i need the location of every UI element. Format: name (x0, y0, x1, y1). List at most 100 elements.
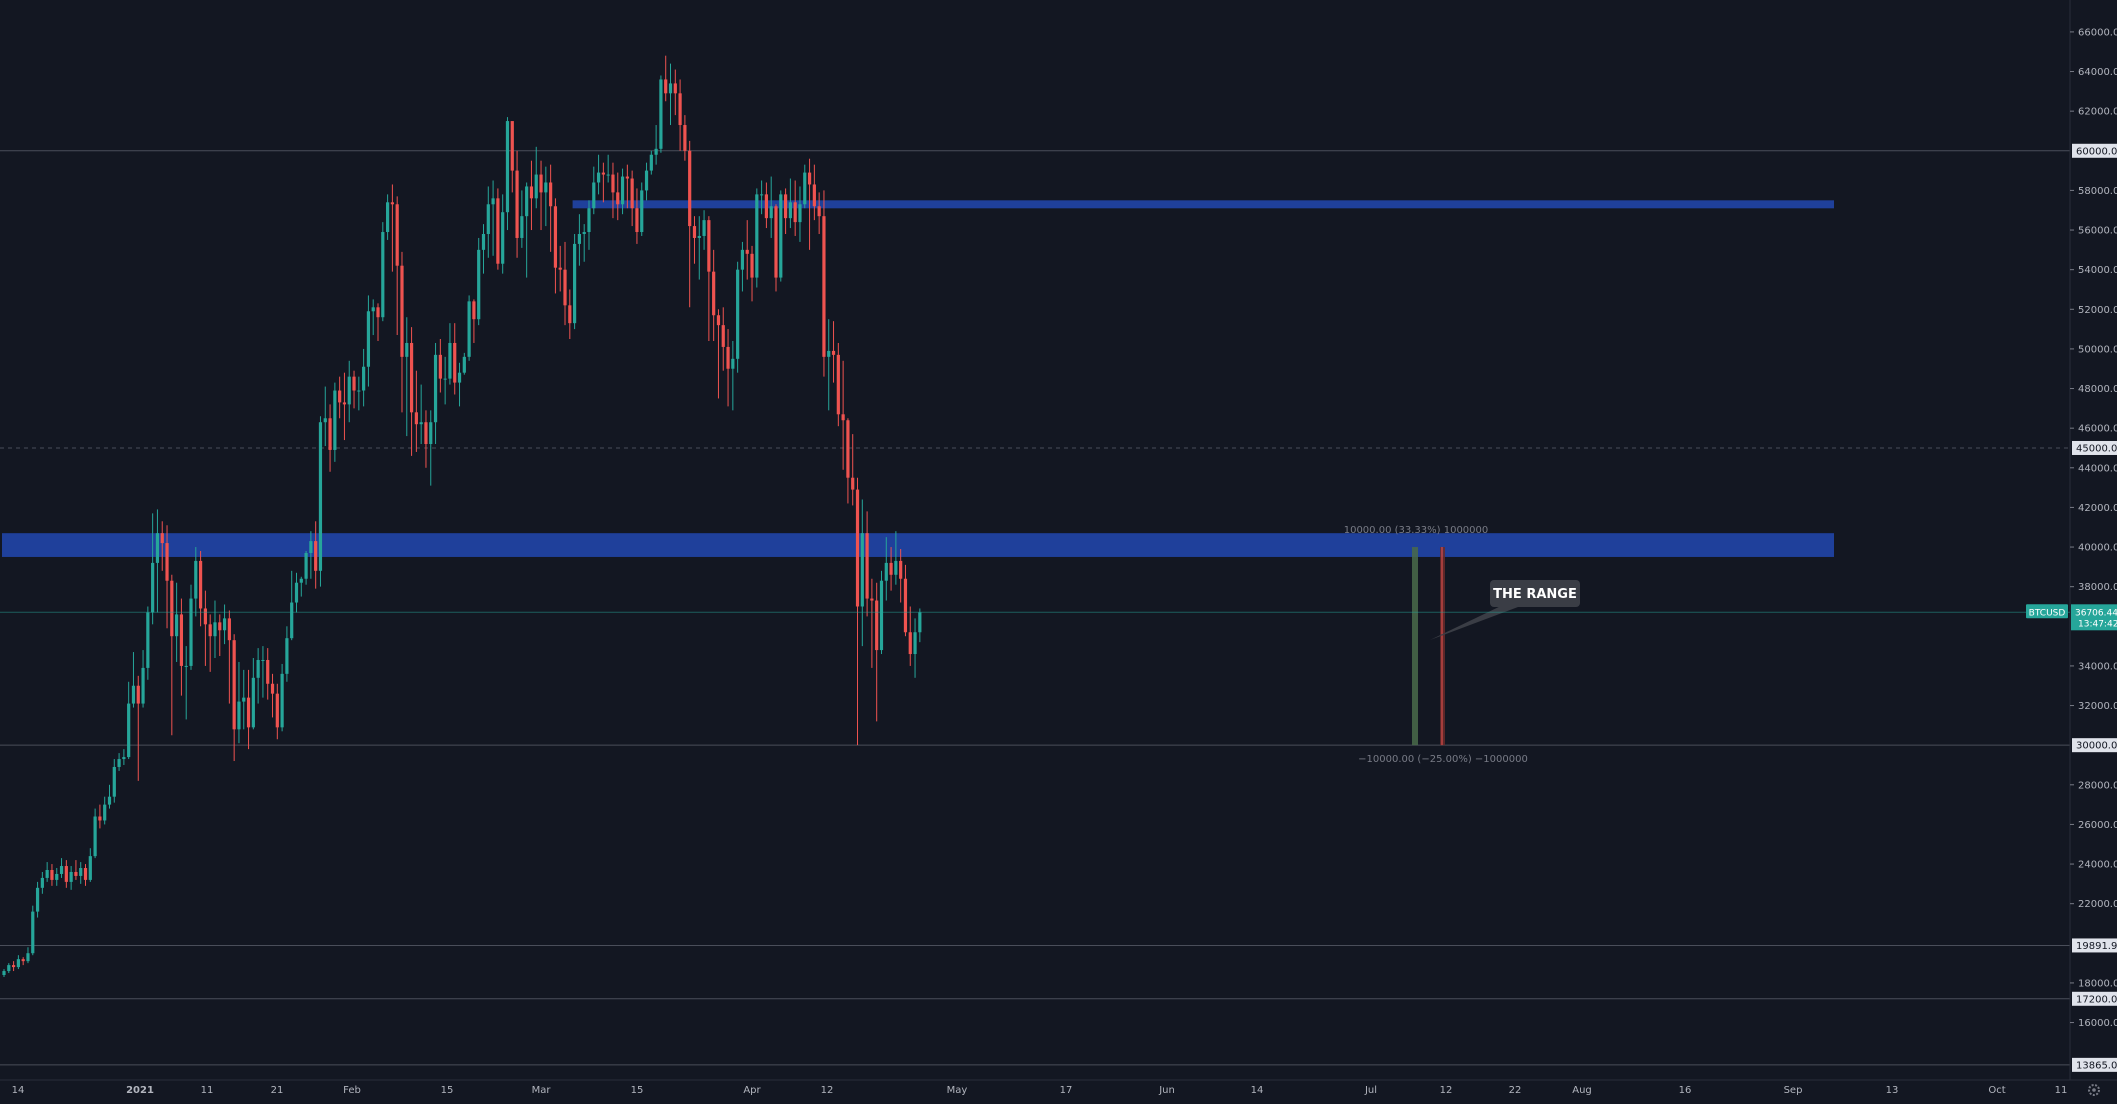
range-measure-tool[interactable]: 10000.00 (33.33%) 1000000 −10000.00 (−25… (1344, 525, 1528, 765)
candle-body[interactable] (692, 226, 697, 238)
candle-body[interactable] (697, 235, 701, 238)
candle-body[interactable] (683, 125, 687, 151)
candle-body[interactable] (405, 342, 409, 357)
candle-body[interactable] (625, 176, 629, 179)
candle-body[interactable] (817, 206, 821, 217)
candle-body[interactable] (827, 350, 831, 357)
candle-body[interactable] (630, 178, 634, 209)
candle-body[interactable] (285, 638, 289, 674)
candle-body[interactable] (347, 376, 351, 405)
time-axis[interactable]: 14 2021 11 21 Feb 15 Mar 15 Apr 12 May 17 Jun 14 Jul 12… (0, 1079, 2117, 1100)
range-callout[interactable]: THE RANGE (1430, 580, 1580, 640)
candle-body[interactable] (352, 376, 356, 391)
candle-body[interactable] (7, 965, 11, 972)
candle-body[interactable] (429, 422, 433, 445)
candle-body[interactable] (664, 79, 668, 94)
candle-body[interactable] (184, 665, 188, 667)
candle-body[interactable] (635, 208, 639, 233)
candle-body[interactable] (529, 186, 534, 199)
candle-body[interactable] (764, 194, 769, 219)
candle-body[interactable] (620, 176, 625, 205)
candle-body[interactable] (357, 390, 361, 392)
candle-body[interactable] (107, 796, 112, 805)
candle-body[interactable] (275, 693, 279, 728)
candle-body[interactable] (855, 489, 860, 607)
candle-body[interactable] (640, 190, 644, 233)
candle-body[interactable] (769, 206, 773, 219)
candle-body[interactable] (203, 608, 207, 625)
candle-body[interactable] (136, 685, 140, 704)
candle-body[interactable] (390, 202, 394, 205)
candle-body[interactable] (740, 249, 745, 270)
candle-body[interactable] (280, 673, 284, 728)
candle-body[interactable] (376, 307, 380, 318)
candle-body[interactable] (721, 325, 725, 347)
candle-body[interactable] (798, 204, 802, 223)
candle-body[interactable] (448, 342, 452, 379)
candle-body[interactable] (894, 560, 898, 575)
candle-body[interactable] (760, 194, 764, 196)
candle-body[interactable] (668, 83, 673, 94)
candle-body[interactable] (103, 804, 107, 821)
candle-body[interactable] (40, 877, 44, 888)
candle-body[interactable] (328, 418, 332, 450)
candle-body[interactable] (69, 871, 73, 882)
candle-body[interactable] (841, 414, 845, 421)
candle-body[interactable] (884, 562, 888, 581)
candle-body[interactable] (256, 659, 260, 678)
candle-body[interactable] (98, 816, 102, 821)
candle-body[interactable] (486, 204, 490, 234)
candle-body[interactable] (501, 212, 505, 264)
price-axis[interactable]: 66000.00 64000.00 62000.00 58000.00 56000.00… (2069, 0, 2117, 1100)
candle-body[interactable] (851, 477, 855, 490)
candle-body[interactable] (688, 150, 692, 227)
candle-body[interactable] (803, 172, 807, 205)
candle-body[interactable] (750, 253, 754, 278)
candle-body[interactable] (55, 873, 59, 880)
candle-body[interactable] (222, 618, 227, 631)
candle-body[interactable] (736, 269, 740, 359)
candle-body[interactable] (899, 560, 903, 579)
candle-body[interactable] (170, 580, 174, 637)
candle-body[interactable] (558, 267, 562, 270)
candle-body[interactable] (242, 697, 246, 702)
candle-body[interactable] (702, 220, 706, 236)
candle-body[interactable] (774, 206, 778, 278)
candle-body[interactable] (21, 959, 25, 962)
candle-body[interactable] (491, 198, 495, 205)
candle-body[interactable] (112, 766, 116, 797)
candle-body[interactable] (31, 911, 35, 954)
candle-body[interactable] (481, 234, 486, 250)
candle-body[interactable] (596, 172, 601, 183)
candle-body[interactable] (549, 182, 553, 207)
candle-body[interactable] (822, 216, 826, 357)
candles-layer[interactable] (2, 55, 922, 977)
candle-body[interactable] (294, 582, 299, 603)
candle-body[interactable] (314, 541, 318, 571)
candle-body[interactable] (577, 234, 581, 244)
candle-body[interactable] (270, 683, 275, 694)
candle-body[interactable] (261, 659, 265, 661)
candle-body[interactable] (146, 612, 150, 668)
zone-rect[interactable] (2, 533, 1834, 557)
candle-body[interactable] (93, 816, 97, 857)
candle-body[interactable] (779, 194, 783, 278)
candle-body[interactable] (50, 870, 54, 880)
candle-body[interactable] (381, 232, 385, 318)
candle-body[interactable] (175, 614, 179, 637)
candle-body[interactable] (419, 422, 423, 425)
candle-body[interactable] (11, 965, 16, 968)
candle-body[interactable] (266, 659, 270, 684)
candle-body[interactable] (438, 354, 442, 379)
candle-body[interactable] (79, 868, 83, 876)
candle-body[interactable] (606, 174, 610, 176)
candle-body[interactable] (865, 533, 869, 599)
candle-body[interactable] (371, 307, 375, 312)
candle-body[interactable] (117, 759, 121, 767)
candle-body[interactable] (213, 622, 217, 637)
candle-body[interactable] (290, 602, 294, 639)
candle-body[interactable] (889, 562, 893, 575)
candle-body[interactable] (611, 174, 615, 193)
candle-body[interactable] (496, 198, 500, 264)
candle-body[interactable] (409, 342, 414, 413)
